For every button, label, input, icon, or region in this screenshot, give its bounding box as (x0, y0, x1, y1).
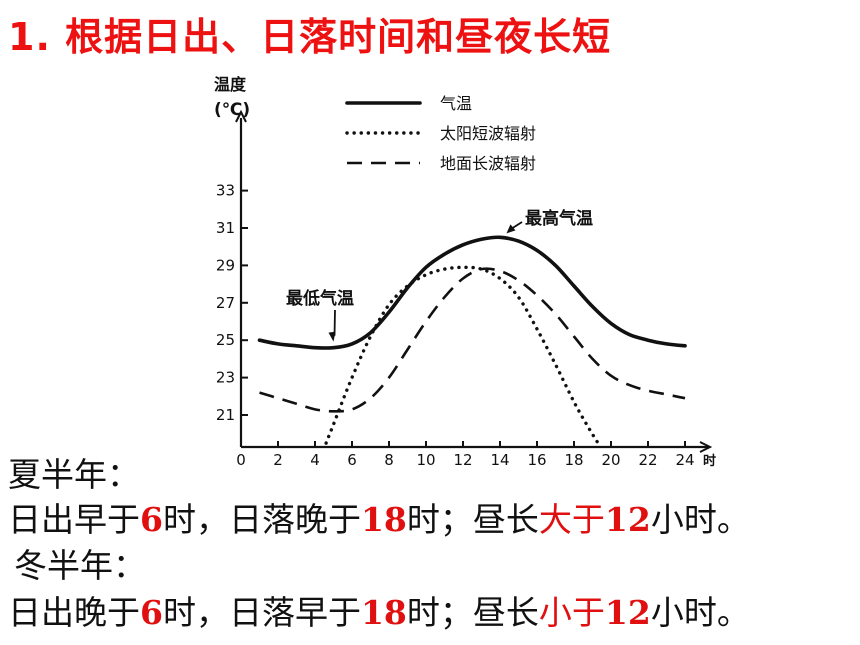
chart-series (257, 235, 687, 445)
winter-heading: 冬半年： (14, 546, 146, 585)
summer-text-2: 时，日落晚于 (162, 500, 361, 539)
summer-text-3: 时；昼长 (406, 500, 539, 539)
y-axis-label: 温度 (213, 75, 247, 94)
x-tick-label: 16 (527, 451, 546, 469)
y-axis-unit: (℃) (214, 100, 250, 120)
winter-text-1: 日出晚于 (8, 593, 140, 632)
legend-label: 太阳短波辐射 (440, 124, 536, 143)
x-tick-label: 8 (384, 451, 394, 469)
summer-text-4: 小时。 (650, 500, 750, 539)
winter-line: 日出晚于6时，日落早于18时；昼长小于12小时。 (8, 596, 750, 629)
x-tick-label: 4 (310, 451, 320, 469)
y-axis-arrow (235, 109, 247, 123)
annotation-max-temp: 最高气温 (525, 208, 593, 229)
y-tick-label: 29 (216, 256, 235, 274)
winter-text-3: 时；昼长 (406, 593, 539, 632)
winter-text-4: 小时。 (650, 593, 750, 632)
summer-hour-6: 6 (140, 500, 163, 539)
summer-line: 日出早于6时，日落晚于18时；昼长大于12小时。 (8, 503, 750, 536)
summer-greater-than: 大于 (538, 500, 605, 539)
annotation-min-arrowhead (328, 331, 336, 342)
x-tick-label: 12 (453, 451, 472, 469)
summer-heading: 夏半年： (8, 455, 140, 494)
x-tick-label: 2 (273, 451, 283, 469)
summer-hours-12: 12 (604, 500, 651, 539)
x-tick-label: 20 (601, 451, 620, 469)
y-tick-label: 33 (216, 182, 235, 200)
x-tick-label: 14 (490, 451, 509, 469)
x-tick-label: 24 (675, 451, 694, 469)
solar-radiation-line (324, 265, 600, 445)
air-temperature-line (257, 235, 687, 350)
summer-hour-18: 18 (360, 500, 407, 539)
x-tick-label: 10 (416, 451, 435, 469)
y-tick-label: 21 (216, 406, 235, 424)
x-tick-label: 6 (347, 451, 357, 469)
winter-hours-12: 12 (604, 593, 651, 632)
slide-title: 1. 根据日出、日落时间和昼夜长短 (8, 15, 612, 59)
winter-text-2: 时，日落早于 (162, 593, 361, 632)
x-tick-label: 0 (236, 451, 246, 469)
winter-hour-6: 6 (140, 593, 163, 632)
y-tick-label: 23 (216, 369, 235, 387)
legend-label: 气温 (440, 94, 472, 113)
x-axis-arrow (699, 441, 713, 453)
legend-label: 地面长波辐射 (440, 154, 536, 173)
x-tick-label: 18 (564, 451, 583, 469)
y-tick-label: 27 (216, 294, 235, 312)
annotation-min-temp: 最低气温 (286, 288, 354, 309)
annotation-max-arrowhead (506, 224, 516, 234)
x-axis-unit: 时 (703, 453, 716, 469)
y-tick-label: 31 (216, 219, 235, 237)
ground-radiation-line (259, 267, 686, 413)
y-tick-label: 25 (216, 331, 235, 349)
annotation-min-arrow (333, 309, 336, 336)
winter-hour-18: 18 (360, 593, 407, 632)
winter-less-than: 小于 (538, 593, 605, 632)
summer-text-1: 日出早于 (8, 500, 140, 539)
x-tick-label: 22 (638, 451, 657, 469)
